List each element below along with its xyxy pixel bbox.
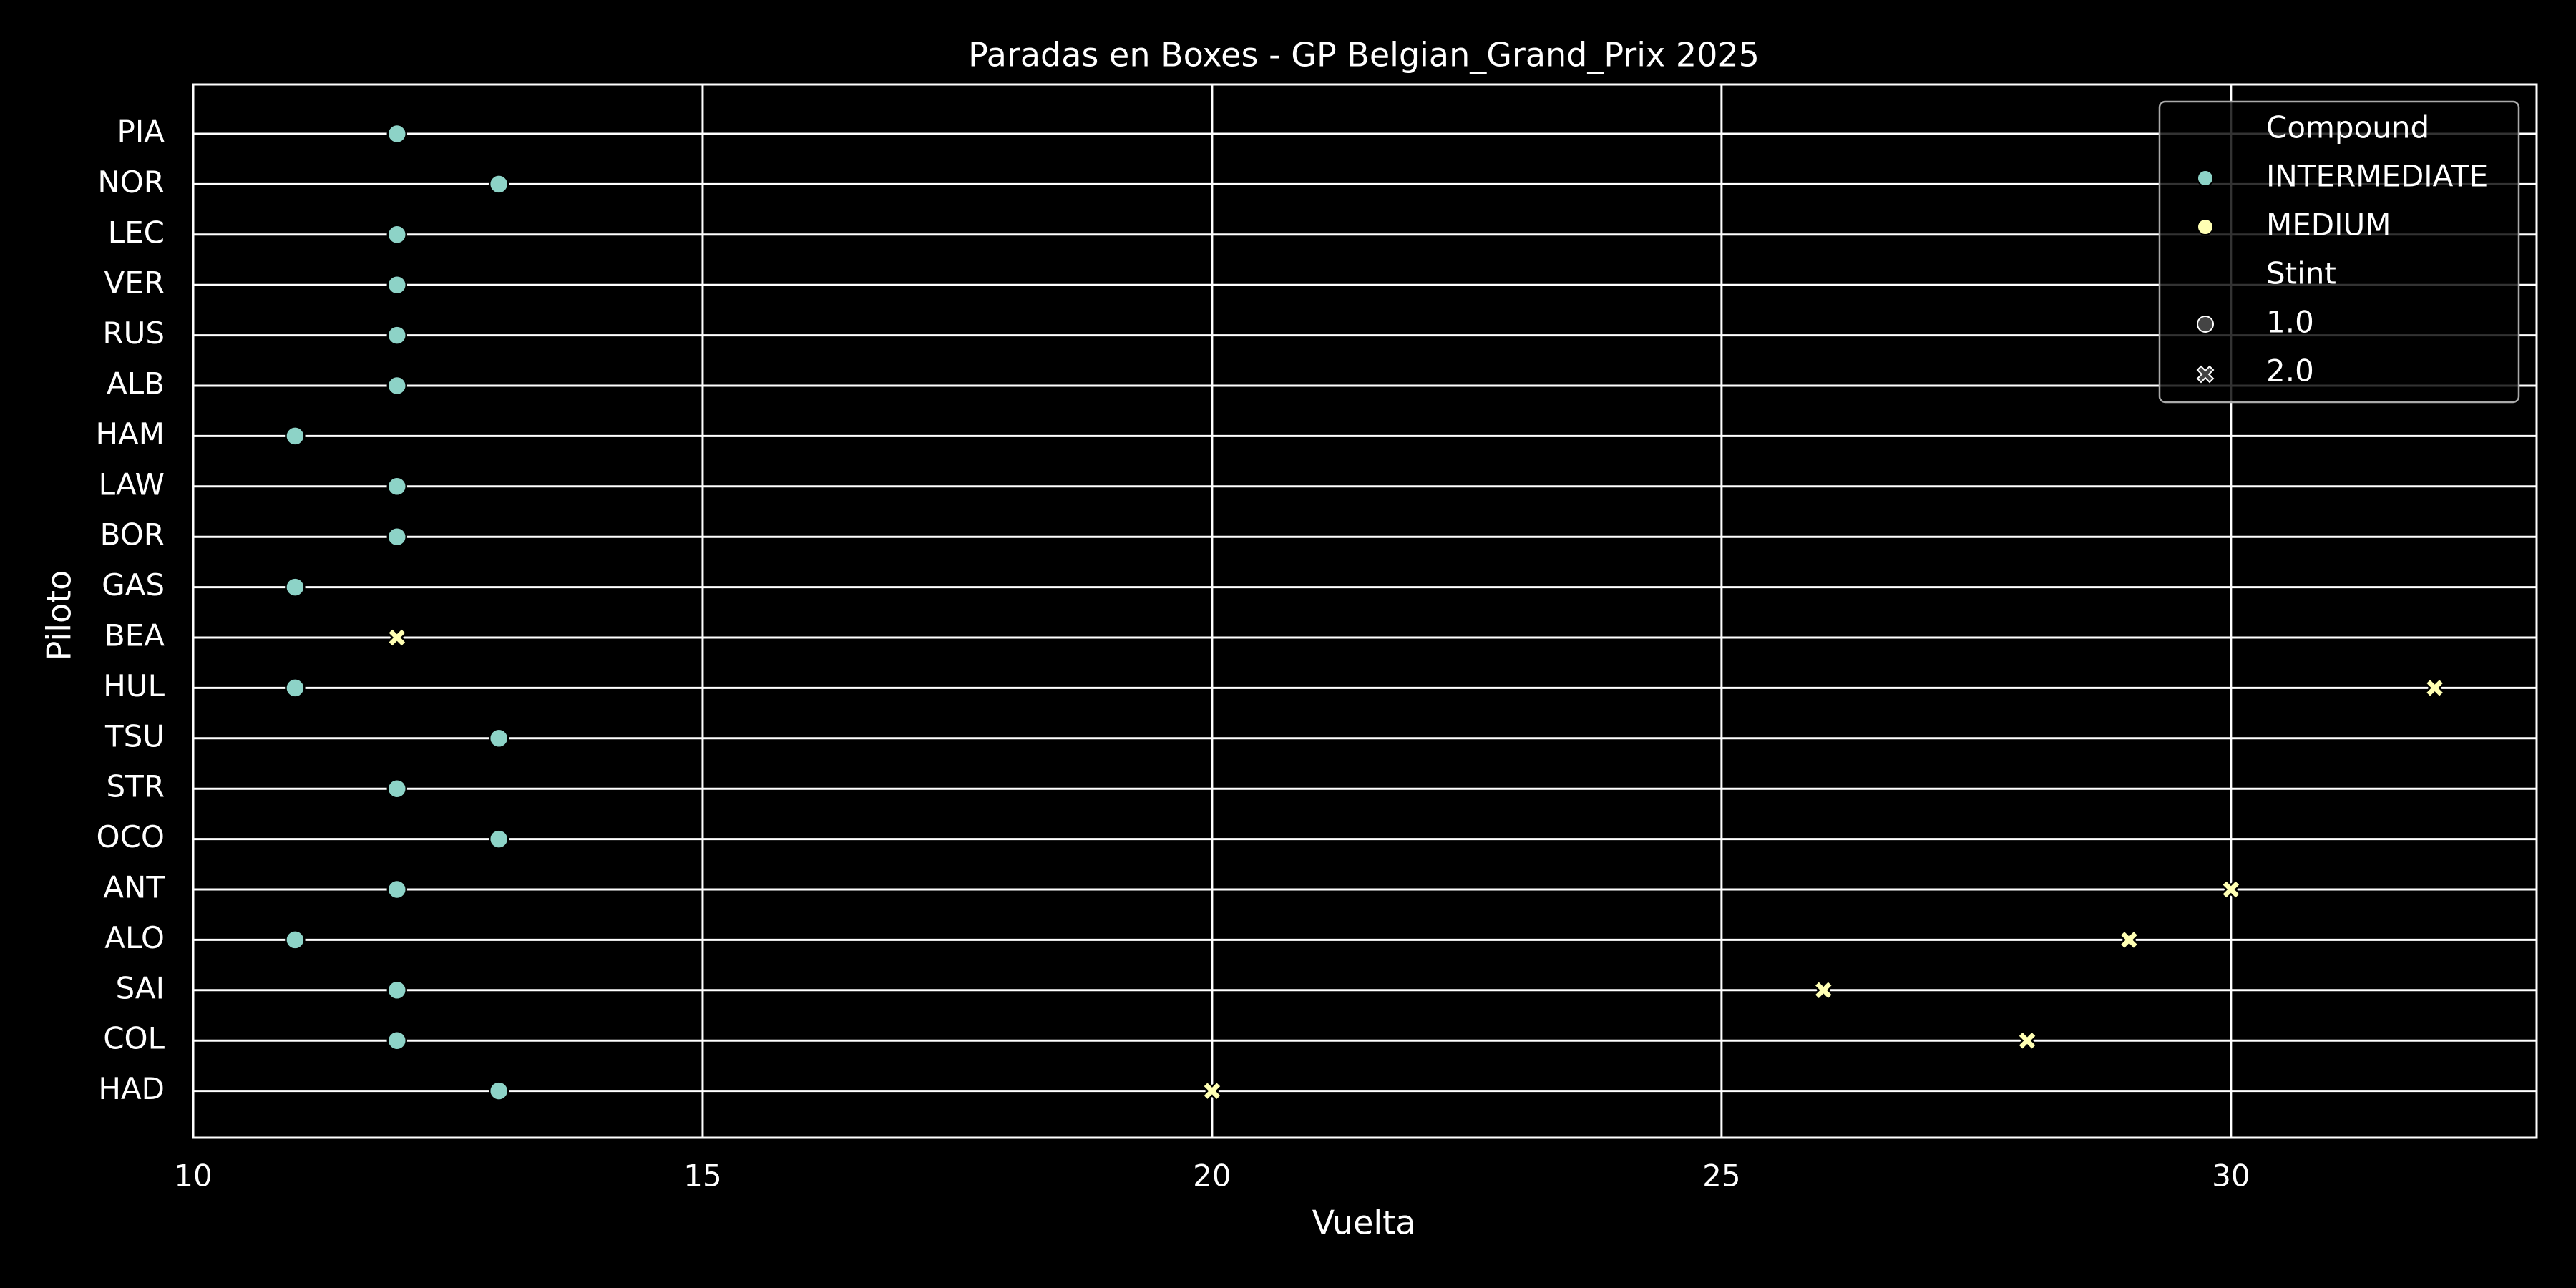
y-tick-label: BOR — [100, 517, 165, 552]
x-tick-label: 30 — [2212, 1158, 2250, 1194]
chart-title: Paradas en Boxes - GP Belgian_Grand_Prix… — [968, 36, 1760, 74]
data-point-nor-stint1 — [488, 174, 509, 195]
y-axis-label: Piloto — [40, 570, 79, 661]
legend-compound-medium: MEDIUM — [2266, 208, 2391, 243]
data-point-tsu-stint1 — [488, 728, 509, 749]
grid-lines — [192, 84, 2537, 1138]
data-point-had-stint2 — [1201, 1080, 1223, 1102]
data-point-hul-stint1 — [285, 678, 306, 698]
data-point-oco-stint1 — [488, 829, 509, 849]
y-tick-label: RUS — [102, 316, 165, 351]
legend: Compound INTERMEDIATE MEDIUM Stint 1.0 2… — [2158, 100, 2520, 404]
y-tick-label: ANT — [103, 870, 165, 905]
data-point-alo-stint2 — [2118, 929, 2140, 951]
plot-frame — [192, 83, 2538, 1139]
data-point-hul-stint2 — [2424, 677, 2446, 699]
data-point-gas-stint1 — [285, 577, 306, 597]
legend-stint-2: 2.0 — [2266, 353, 2314, 389]
legend-stint-1: 1.0 — [2266, 305, 2314, 340]
y-tick-label: STR — [107, 769, 165, 804]
y-tick-label: BEA — [104, 618, 165, 653]
data-point-ant-stint1 — [386, 879, 408, 900]
y-tick-label: OCO — [97, 819, 165, 854]
x-tick-label: 15 — [683, 1158, 721, 1194]
legend-style-title: Stint — [2266, 256, 2336, 291]
data-point-bea-stint2 — [386, 627, 408, 648]
data-point-sai-stint1 — [386, 980, 408, 1001]
legend-marker-medium — [2197, 218, 2214, 235]
data-point-alo-stint1 — [285, 930, 306, 950]
x-tick-label: 10 — [174, 1158, 212, 1194]
legend-compound-intermediate: INTERMEDIATE — [2266, 159, 2488, 194]
y-tick-labels: PIA NOR LEC VER RUS ALB HAM LAW BOR GAS BEA HUL TSU S… — [95, 114, 165, 1107]
legend-box — [2158, 100, 2520, 404]
y-tick-label: HUL — [103, 668, 165, 703]
data-point-sai-stint2 — [1813, 980, 1835, 1001]
y-tick-label: HAM — [95, 416, 165, 452]
y-tick-label: COL — [103, 1021, 165, 1056]
y-tick-label: LAW — [99, 467, 165, 502]
data-point-col-stint2 — [2016, 1030, 2038, 1051]
x-tick-label: 20 — [1193, 1158, 1231, 1194]
data-point-rus-stint1 — [386, 325, 408, 346]
data-point-ver-stint1 — [386, 274, 408, 296]
data-point-alb-stint1 — [386, 375, 408, 396]
data-point-col-stint1 — [386, 1030, 408, 1051]
data-points — [285, 123, 2446, 1102]
x-axis-label: Vuelta — [1312, 1204, 1416, 1242]
legend-marker-stint-2 — [2196, 365, 2215, 384]
y-tick-label: TSU — [104, 718, 165, 753]
y-tick-label: NOR — [97, 165, 165, 200]
data-point-ham-stint1 — [285, 426, 306, 447]
data-point-lec-stint1 — [386, 224, 408, 245]
y-tick-label: ALB — [107, 366, 165, 401]
x-tick-labels: 10 15 20 25 30 — [174, 1158, 2250, 1194]
data-point-had-stint1 — [488, 1080, 509, 1101]
data-point-law-stint1 — [386, 476, 408, 497]
y-tick-label: PIA — [117, 114, 165, 150]
data-point-bor-stint1 — [386, 526, 408, 547]
legend-marker-intermediate — [2197, 170, 2214, 187]
legend-hue-title: Compound — [2266, 110, 2429, 145]
data-point-str-stint1 — [386, 778, 408, 799]
data-point-pia-stint1 — [386, 123, 408, 145]
data-point-ant-stint2 — [2220, 879, 2242, 900]
y-tick-label: GAS — [102, 567, 165, 602]
y-tick-label: ALO — [104, 920, 165, 955]
y-tick-label: HAD — [98, 1071, 165, 1106]
x-tick-label: 25 — [1702, 1158, 1740, 1194]
y-tick-label: SAI — [115, 970, 165, 1005]
y-tick-label: VER — [104, 265, 165, 301]
legend-marker-stint-1 — [2197, 316, 2214, 333]
y-tick-label: LEC — [108, 215, 165, 250]
